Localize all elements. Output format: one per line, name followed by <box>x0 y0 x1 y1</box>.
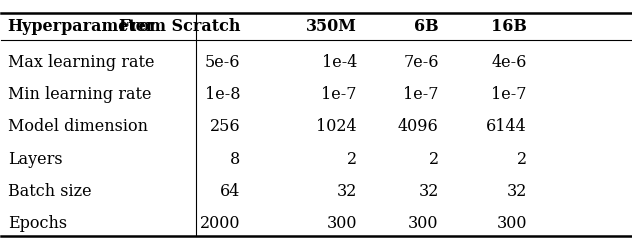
Text: 1e-4: 1e-4 <box>322 54 357 71</box>
Text: 32: 32 <box>336 183 357 200</box>
Text: 1e-7: 1e-7 <box>403 86 439 103</box>
Text: Min learning rate: Min learning rate <box>8 86 151 103</box>
Text: 1e-7: 1e-7 <box>491 86 527 103</box>
Text: 256: 256 <box>210 119 241 136</box>
Text: 64: 64 <box>220 183 241 200</box>
Text: 7e-6: 7e-6 <box>403 54 439 71</box>
Text: 8: 8 <box>230 151 241 168</box>
Text: 350M: 350M <box>306 18 357 35</box>
Text: 4096: 4096 <box>398 119 439 136</box>
Text: 2: 2 <box>347 151 357 168</box>
Text: From Scratch: From Scratch <box>119 18 241 35</box>
Text: 1e-7: 1e-7 <box>322 86 357 103</box>
Text: 6B: 6B <box>414 18 439 35</box>
Text: 2: 2 <box>517 151 527 168</box>
Text: Layers: Layers <box>8 151 63 168</box>
Text: Max learning rate: Max learning rate <box>8 54 154 71</box>
Text: Hyperparameter: Hyperparameter <box>8 18 155 35</box>
Text: 1e-8: 1e-8 <box>205 86 241 103</box>
Text: 32: 32 <box>418 183 439 200</box>
Text: 32: 32 <box>506 183 527 200</box>
Text: Model dimension: Model dimension <box>8 119 148 136</box>
Text: 5e-6: 5e-6 <box>205 54 241 71</box>
Text: 2000: 2000 <box>200 215 241 232</box>
Text: 1024: 1024 <box>316 119 357 136</box>
Text: 300: 300 <box>408 215 439 232</box>
Text: Epochs: Epochs <box>8 215 67 232</box>
Text: 4e-6: 4e-6 <box>492 54 527 71</box>
Text: 16B: 16B <box>491 18 527 35</box>
Text: 2: 2 <box>428 151 439 168</box>
Text: 6144: 6144 <box>486 119 527 136</box>
Text: Batch size: Batch size <box>8 183 91 200</box>
Text: 300: 300 <box>496 215 527 232</box>
Text: 300: 300 <box>326 215 357 232</box>
